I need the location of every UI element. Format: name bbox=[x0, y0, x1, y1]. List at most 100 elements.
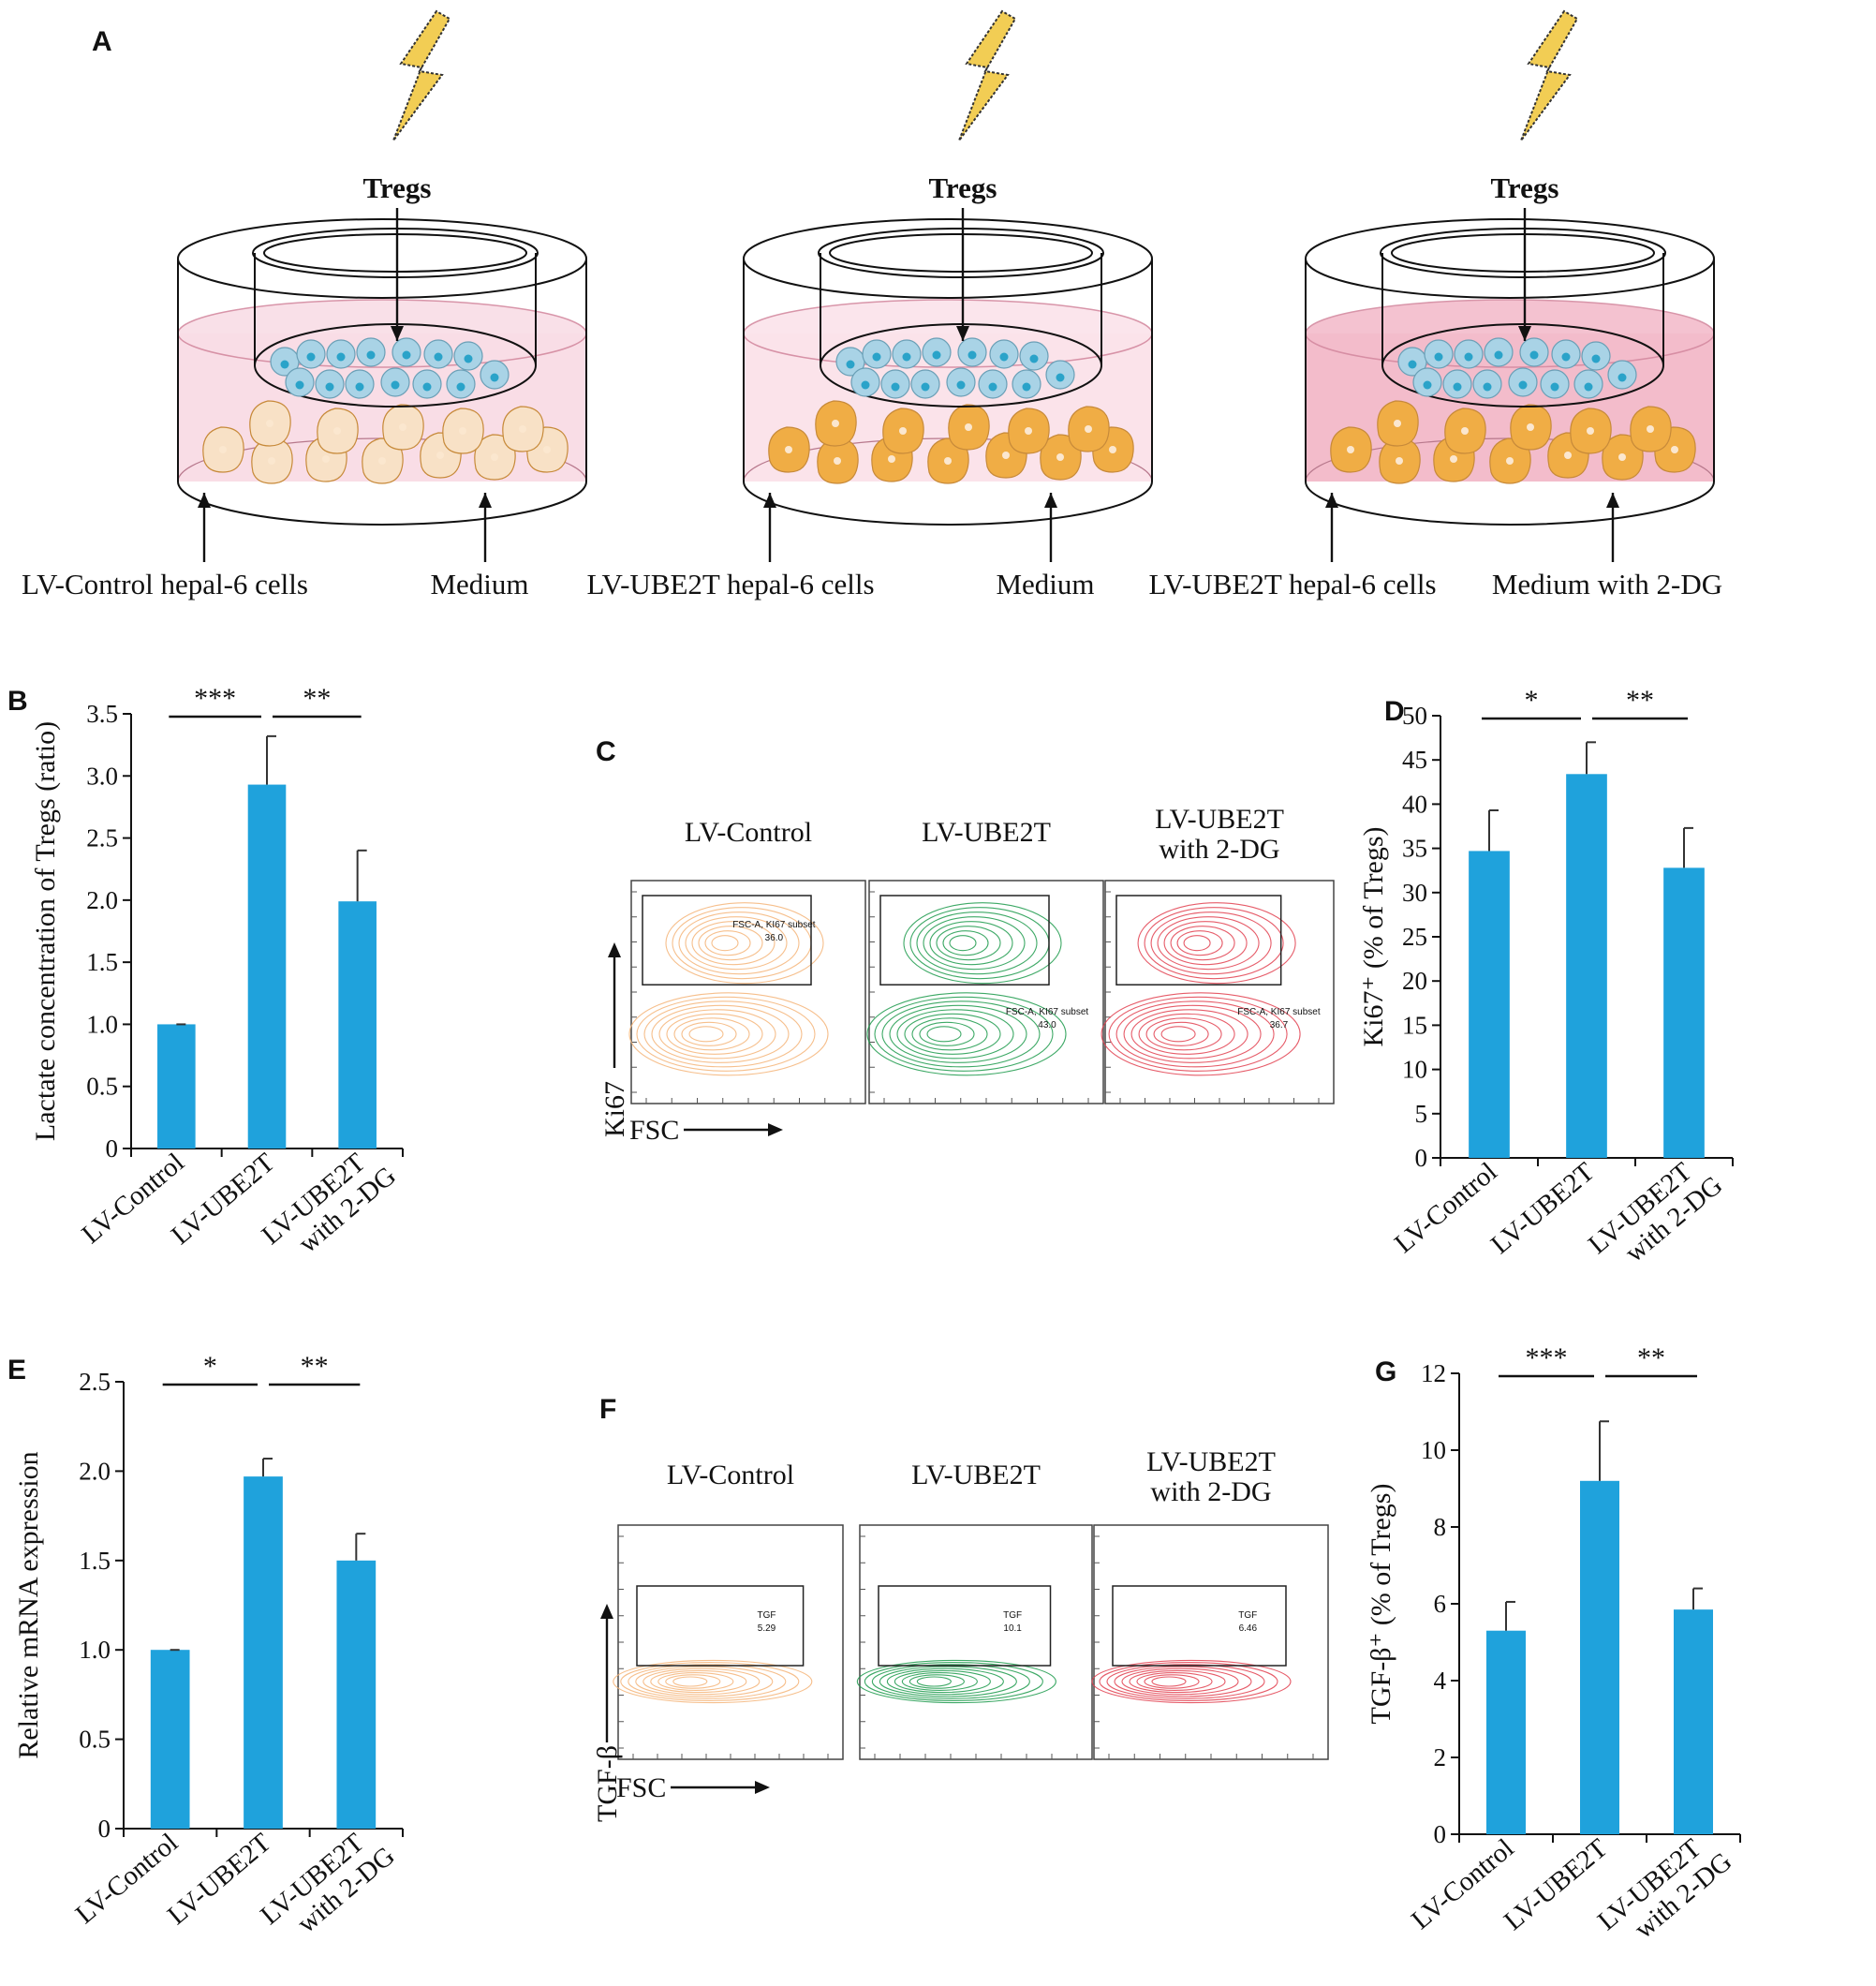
significance-label: * bbox=[1525, 685, 1539, 716]
bar-2 bbox=[247, 784, 287, 1149]
gate-statistic: FSC-A, KI67 subset bbox=[1006, 1007, 1089, 1017]
y-tick-label: 0 bbox=[106, 1134, 119, 1163]
cells-arrow-head bbox=[198, 493, 211, 508]
y-tick-label: 2.0 bbox=[79, 1457, 111, 1485]
contour-line bbox=[894, 1669, 991, 1694]
y-tick-label: 3.0 bbox=[86, 762, 118, 790]
category-label: LV-UBE2T bbox=[1485, 1157, 1601, 1260]
contour-line bbox=[911, 1017, 988, 1051]
treg-cell-nucleus bbox=[902, 352, 911, 362]
treg-cell-nucleus bbox=[490, 373, 499, 382]
cells-arrow-head bbox=[763, 493, 776, 508]
significance-label: * bbox=[203, 1351, 217, 1382]
treg-cell-nucleus bbox=[1529, 350, 1539, 360]
contour-line bbox=[929, 921, 1013, 966]
contour-line bbox=[665, 902, 824, 985]
y-tick-label: 20 bbox=[1402, 967, 1427, 995]
treg-cell-nucleus bbox=[1518, 380, 1528, 390]
treg-cell-nucleus bbox=[932, 350, 941, 360]
flow-plot-title: LV-Control bbox=[667, 1460, 794, 1490]
plot-frame bbox=[617, 1524, 844, 1760]
treg-cell-nucleus bbox=[355, 382, 364, 392]
contour-line bbox=[688, 1026, 724, 1043]
hepa-cell-nucleus bbox=[1461, 427, 1469, 435]
dish-3: Tregs LV-UBE2T hepal-6 cells Medium with 2… bbox=[1148, 9, 1722, 600]
hepa-cell-nucleus bbox=[785, 446, 792, 453]
contour-line bbox=[936, 926, 1001, 961]
gate-statistic: 5.29 bbox=[758, 1623, 776, 1634]
outer-dish-base bbox=[177, 481, 587, 526]
panel-label-g: G bbox=[1375, 1356, 1396, 1387]
contour-line bbox=[879, 1666, 1017, 1697]
tregs-arrow-head bbox=[956, 326, 969, 341]
hepa-cell-nucleus bbox=[1109, 446, 1116, 453]
contour-line bbox=[1091, 1659, 1292, 1704]
contour-line bbox=[886, 1667, 1004, 1696]
treg-cell-nucleus bbox=[846, 360, 855, 369]
y-tick-label: 15 bbox=[1402, 1011, 1427, 1039]
contour-line bbox=[1123, 1004, 1262, 1063]
medium-arrow-head bbox=[1044, 493, 1057, 508]
y-axis-name: TGF-β bbox=[592, 1745, 623, 1822]
cells-label: LV-Control hepal-6 cells bbox=[22, 568, 308, 600]
hepa-cell-nucleus bbox=[266, 420, 273, 427]
hepa-cell-nucleus bbox=[1450, 455, 1457, 463]
contour-line bbox=[1157, 916, 1260, 971]
gate-statistic: FSC-A, KI67 subset bbox=[1237, 1007, 1321, 1017]
treg-cell-nucleus bbox=[861, 380, 870, 390]
hepa-cell-nucleus bbox=[1587, 427, 1594, 435]
category-label: LV-UBE2T bbox=[1499, 1833, 1614, 1936]
hepa-cell-nucleus bbox=[459, 427, 466, 435]
contour-line bbox=[1145, 1017, 1222, 1051]
treg-cell-nucleus bbox=[402, 350, 411, 360]
category-label: LV-Control bbox=[1389, 1157, 1502, 1259]
contour-line bbox=[636, 996, 816, 1072]
contour-line bbox=[691, 921, 776, 966]
flow-plot-3: LV-UBE2Twith 2-DG FSC-A, KI67 subset 36.7 bbox=[1100, 804, 1335, 1104]
y-tick-label: 45 bbox=[1402, 746, 1427, 774]
contour-line bbox=[1160, 1026, 1196, 1043]
y-tick-label: 10 bbox=[1402, 1056, 1427, 1084]
contour-line bbox=[866, 992, 1067, 1076]
bar-3 bbox=[336, 1560, 377, 1829]
y-tick-label: 50 bbox=[1402, 702, 1427, 730]
treg-cell-nucleus bbox=[306, 352, 316, 362]
significance-label: ** bbox=[303, 683, 331, 714]
contour-line bbox=[1129, 1669, 1226, 1694]
gate-statistic: TGF bbox=[1003, 1610, 1022, 1621]
medium-arrow-head bbox=[1606, 493, 1619, 508]
hepa-cell-nucleus bbox=[899, 427, 907, 435]
contour-line bbox=[657, 1672, 734, 1691]
treg-cell-nucleus bbox=[1453, 382, 1462, 392]
contour-line bbox=[1150, 911, 1272, 975]
hepa-cell-nucleus bbox=[1002, 452, 1010, 459]
plot-frame bbox=[859, 1524, 1093, 1760]
x-axis-arrowhead bbox=[755, 1781, 770, 1794]
outer-dish-base bbox=[743, 481, 1153, 526]
hepa-cell-nucleus bbox=[491, 453, 498, 461]
y-axis-arrowhead bbox=[600, 1604, 613, 1619]
panel-label-f: F bbox=[599, 1394, 616, 1425]
bar-3 bbox=[338, 901, 377, 1149]
tregs-label: Tregs bbox=[1491, 171, 1559, 204]
hepa-cell-nucleus bbox=[1671, 446, 1678, 453]
tregs-arrow-head bbox=[1518, 326, 1531, 341]
y-tick-label: 1.0 bbox=[79, 1636, 111, 1664]
flow-plot-title: LV-UBE2T bbox=[1146, 1446, 1276, 1477]
contour-line bbox=[681, 1021, 737, 1046]
flow-plot-title: LV-Control bbox=[685, 817, 812, 848]
y-tick-label: 0 bbox=[1434, 1820, 1447, 1848]
treg-cell-nucleus bbox=[391, 380, 400, 390]
treg-cell-nucleus bbox=[456, 382, 465, 392]
significance-label: ** bbox=[1626, 685, 1654, 716]
contour-line bbox=[864, 1662, 1043, 1701]
panel-label-b: B bbox=[7, 686, 28, 717]
treg-cell-nucleus bbox=[325, 382, 334, 392]
x-axis-arrowhead bbox=[768, 1123, 783, 1136]
y-tick-label: 2.5 bbox=[86, 824, 118, 852]
y-tick-label: 0.5 bbox=[86, 1073, 118, 1101]
contour-line bbox=[1136, 1672, 1213, 1691]
treg-cell-nucleus bbox=[921, 382, 930, 392]
treg-cell-nucleus bbox=[999, 352, 1009, 362]
